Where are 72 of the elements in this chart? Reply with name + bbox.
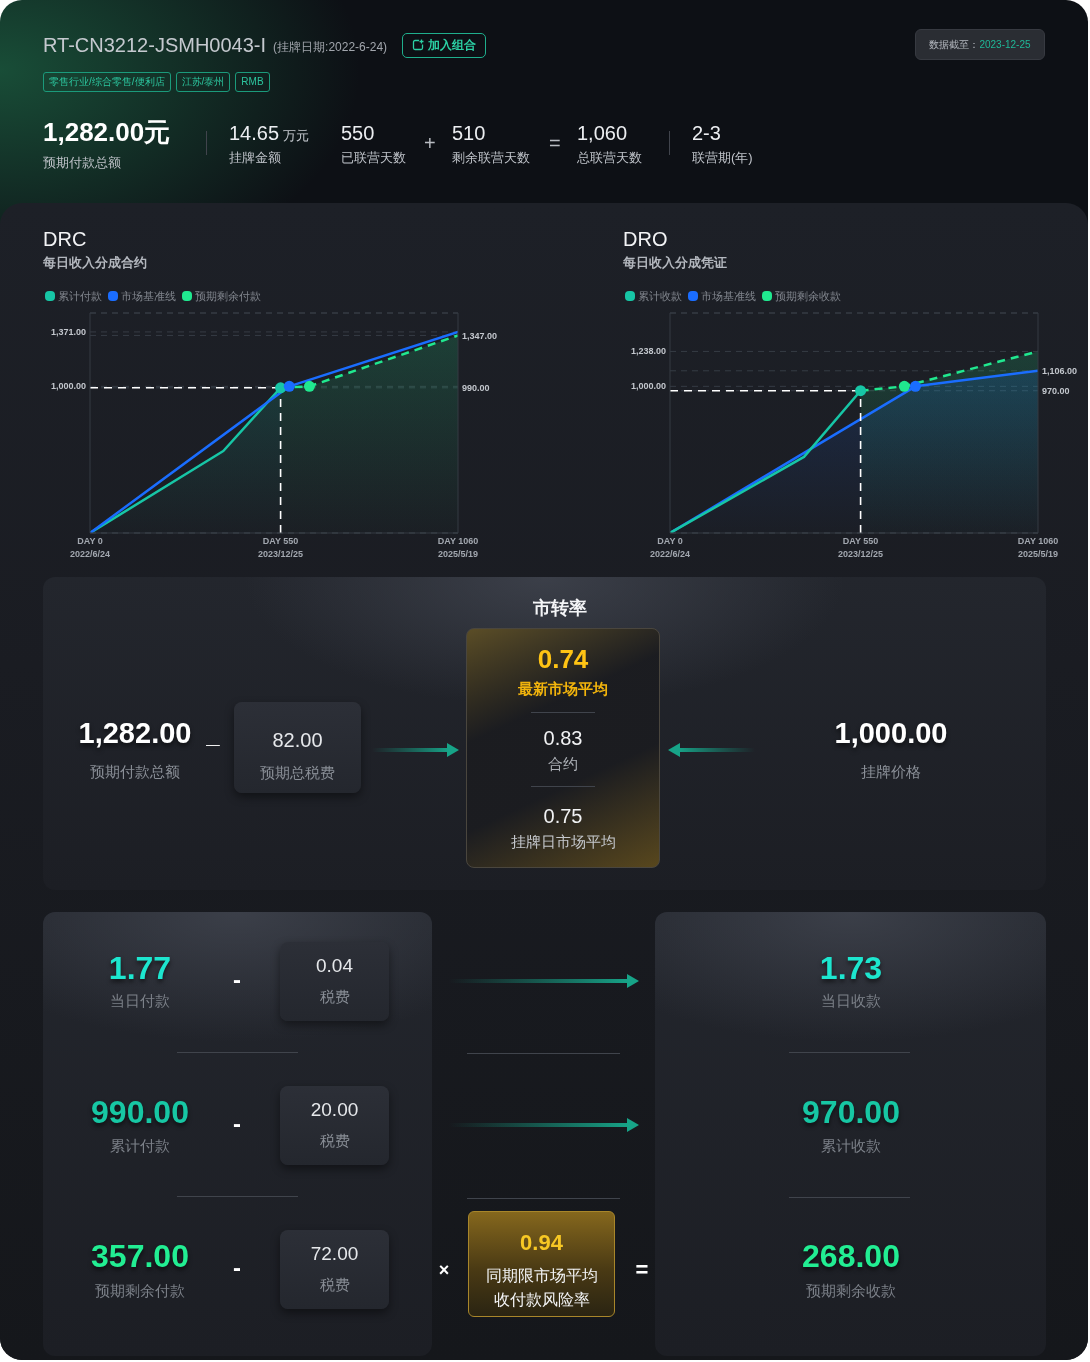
x-tick-label: DAY 0 2022/6/24 bbox=[649, 536, 691, 560]
text: 1,000.00 bbox=[834, 716, 948, 750]
text: 970.00 bbox=[802, 1093, 900, 1131]
tag-chip: 江苏/泰州 bbox=[175, 72, 231, 92]
text: 预期付款总额 bbox=[43, 155, 121, 171]
legend-label: 预期剩余收款 bbox=[775, 289, 841, 303]
text: 联营期(年) bbox=[692, 150, 753, 166]
tag-chip: RMB bbox=[235, 72, 270, 92]
tag-chip: 零售行业/综合零售/便利店 bbox=[43, 72, 171, 92]
chart-title: DRC bbox=[43, 228, 87, 250]
x-tick-label: DAY 1060 2025/5/19 bbox=[1017, 536, 1059, 560]
text: 累计收款 bbox=[821, 1137, 881, 1155]
value-box: 0.04 税费 bbox=[280, 942, 389, 1021]
text: 1.77 bbox=[108, 949, 172, 987]
text: - bbox=[233, 1254, 241, 1282]
text: 510 bbox=[452, 121, 486, 145]
text: 1,060 bbox=[577, 121, 628, 145]
y-tick-label: 1,238.00 bbox=[630, 346, 666, 357]
text: + bbox=[424, 131, 436, 155]
text: 预期剩余收款 bbox=[806, 1282, 896, 1300]
text: 当日收款 bbox=[821, 992, 881, 1010]
text: 累计付款 bbox=[110, 1137, 170, 1155]
legend-label: 预期剩余付款 bbox=[195, 289, 261, 303]
text: - bbox=[233, 1110, 241, 1138]
x-tick-label: DAY 550 2023/12/25 bbox=[838, 536, 884, 560]
text: (挂牌日期:2022-6-24) bbox=[273, 39, 388, 55]
text: 1,282.00元 bbox=[43, 116, 171, 148]
chart-title: DRO bbox=[623, 228, 668, 250]
value-box: 82.00 预期总税费 bbox=[234, 702, 361, 793]
y-tick-label: 1,371.00 bbox=[50, 326, 86, 337]
text: 550 bbox=[341, 121, 375, 145]
text: 剩余联营天数 bbox=[452, 150, 530, 166]
chart-subtitle: 每日收入分成合约 bbox=[43, 255, 147, 271]
x-tick-label: DAY 0 2022/6/24 bbox=[69, 536, 111, 560]
text: 当日付款 bbox=[110, 992, 170, 1010]
legend-label: 累计付款 bbox=[58, 289, 102, 303]
text: 预期剩余付款 bbox=[95, 1282, 185, 1300]
text: 14.65 bbox=[229, 122, 280, 144]
highlight-box: 0.94 同期限市场平均收付款风险率 bbox=[468, 1211, 615, 1317]
text: _ bbox=[206, 721, 220, 749]
text: 万元 bbox=[283, 128, 310, 143]
y2-tick-label: 970.00 bbox=[1042, 385, 1070, 396]
text: × bbox=[438, 1259, 450, 1281]
text: 挂牌金额 bbox=[229, 150, 281, 166]
text: 挂牌价格 bbox=[861, 763, 921, 781]
text: 1,282.00 bbox=[78, 716, 192, 750]
text: RT-CN3212-JSMH0043-I bbox=[43, 33, 267, 57]
text: 357.00 bbox=[91, 1237, 189, 1275]
legend-label: 市场基准线 bbox=[701, 289, 756, 303]
text: 总联营天数 bbox=[577, 150, 642, 166]
value-box: 72.00 税费 bbox=[280, 1230, 389, 1309]
text: 268.00 bbox=[802, 1237, 900, 1275]
x-tick-label: DAY 550 2023/12/25 bbox=[258, 536, 304, 560]
text: 市转率 bbox=[533, 597, 587, 619]
y2-tick-label: 990.00 bbox=[462, 382, 490, 393]
text: 预期付款总额 bbox=[90, 763, 180, 781]
text: = bbox=[635, 1257, 649, 1283]
text: 2-3 bbox=[692, 121, 721, 145]
chart-subtitle: 每日收入分成凭证 bbox=[623, 255, 727, 271]
highlight-box: 0.74 最新市场平均 0.83 合约 0.75 挂牌日市场平均 bbox=[466, 628, 660, 868]
text: 1.73 bbox=[819, 949, 883, 987]
text: 990.00 bbox=[91, 1093, 189, 1131]
y2-tick-label: 1,106.00 bbox=[1042, 365, 1078, 376]
x-tick-label: DAY 1060 2025/5/19 bbox=[437, 536, 479, 560]
value-box: 20.00 税费 bbox=[280, 1086, 389, 1165]
text: - bbox=[233, 966, 241, 994]
date-badge: 数据截至：2023-12-25 bbox=[915, 29, 1045, 60]
legend-label: 累计收款 bbox=[638, 289, 682, 303]
y2-tick-label: 1,347.00 bbox=[462, 330, 498, 341]
legend-label: 市场基准线 bbox=[121, 289, 176, 303]
text: = bbox=[549, 131, 561, 155]
text: 已联营天数 bbox=[341, 150, 406, 166]
